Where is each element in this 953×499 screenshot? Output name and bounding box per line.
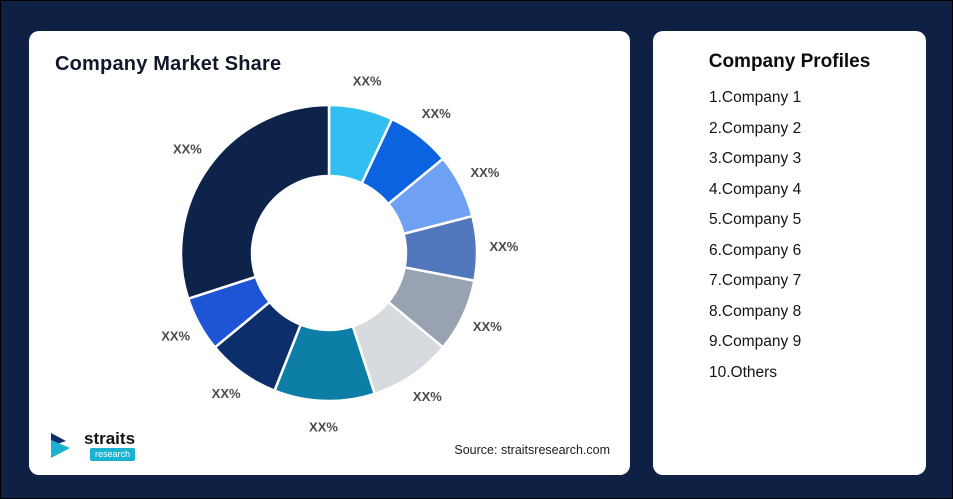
profiles-title: Company Profiles	[708, 51, 871, 72]
slice-label-2: XX%	[422, 106, 451, 121]
profile-list-item-9: 9.Company 9	[709, 333, 802, 350]
logo-text: straits research	[84, 429, 136, 461]
straits-logo-icon	[51, 432, 70, 458]
profile-list-item-5: 5.Company 5	[709, 211, 802, 228]
profile-list-item-8: 8.Company 8	[709, 302, 802, 320]
profile-list-item-3: 3.Company 3	[709, 150, 802, 167]
company-profiles-card: Company Profiles 1.Company 1 2.Company 2 3…	[653, 31, 926, 475]
slice-label-1: XX%	[353, 74, 382, 89]
profile-list-item-4: 4.Company 4	[709, 180, 802, 198]
market-share-card: Company Market Share XX% XX% XX% XX% XX% XX% X…	[29, 31, 630, 475]
slice-label-8: XX%	[212, 386, 241, 401]
profile-list-item-7: 7.Company 7	[709, 272, 802, 289]
profile-list-item-6: 6.Company 6	[709, 241, 802, 259]
slice-label-5: XX%	[473, 319, 502, 334]
profile-list-item-10: 10.Others	[709, 363, 778, 381]
logo-brand: straits	[84, 429, 136, 448]
slice-label-9: XX%	[161, 329, 190, 344]
slice-label-3: XX%	[470, 165, 499, 180]
profile-list-item-2: 2.Company 2	[709, 119, 802, 137]
slice-label-6: XX%	[413, 389, 442, 404]
profile-list-item-1: 1.Company 1	[709, 89, 802, 106]
slice-label-4: XX%	[489, 239, 518, 254]
donut-chart: XX% XX% XX% XX% XX% XX% XX% XX% XX% XX%	[161, 74, 519, 435]
donut-segment-10	[179, 103, 331, 300]
slice-label-10: XX%	[173, 142, 202, 157]
chart-title: Company Market Share	[55, 53, 282, 75]
straits-research-logo: straits research	[49, 429, 136, 461]
profiles-list: 1.Company 1 2.Company 2 3.Company 3 4.Compa…	[653, 89, 926, 382]
slice-label-7: XX%	[309, 419, 338, 434]
source-attribution: Source: straitsresearch.com	[454, 443, 610, 457]
logo-sub-brand: research	[90, 448, 136, 461]
